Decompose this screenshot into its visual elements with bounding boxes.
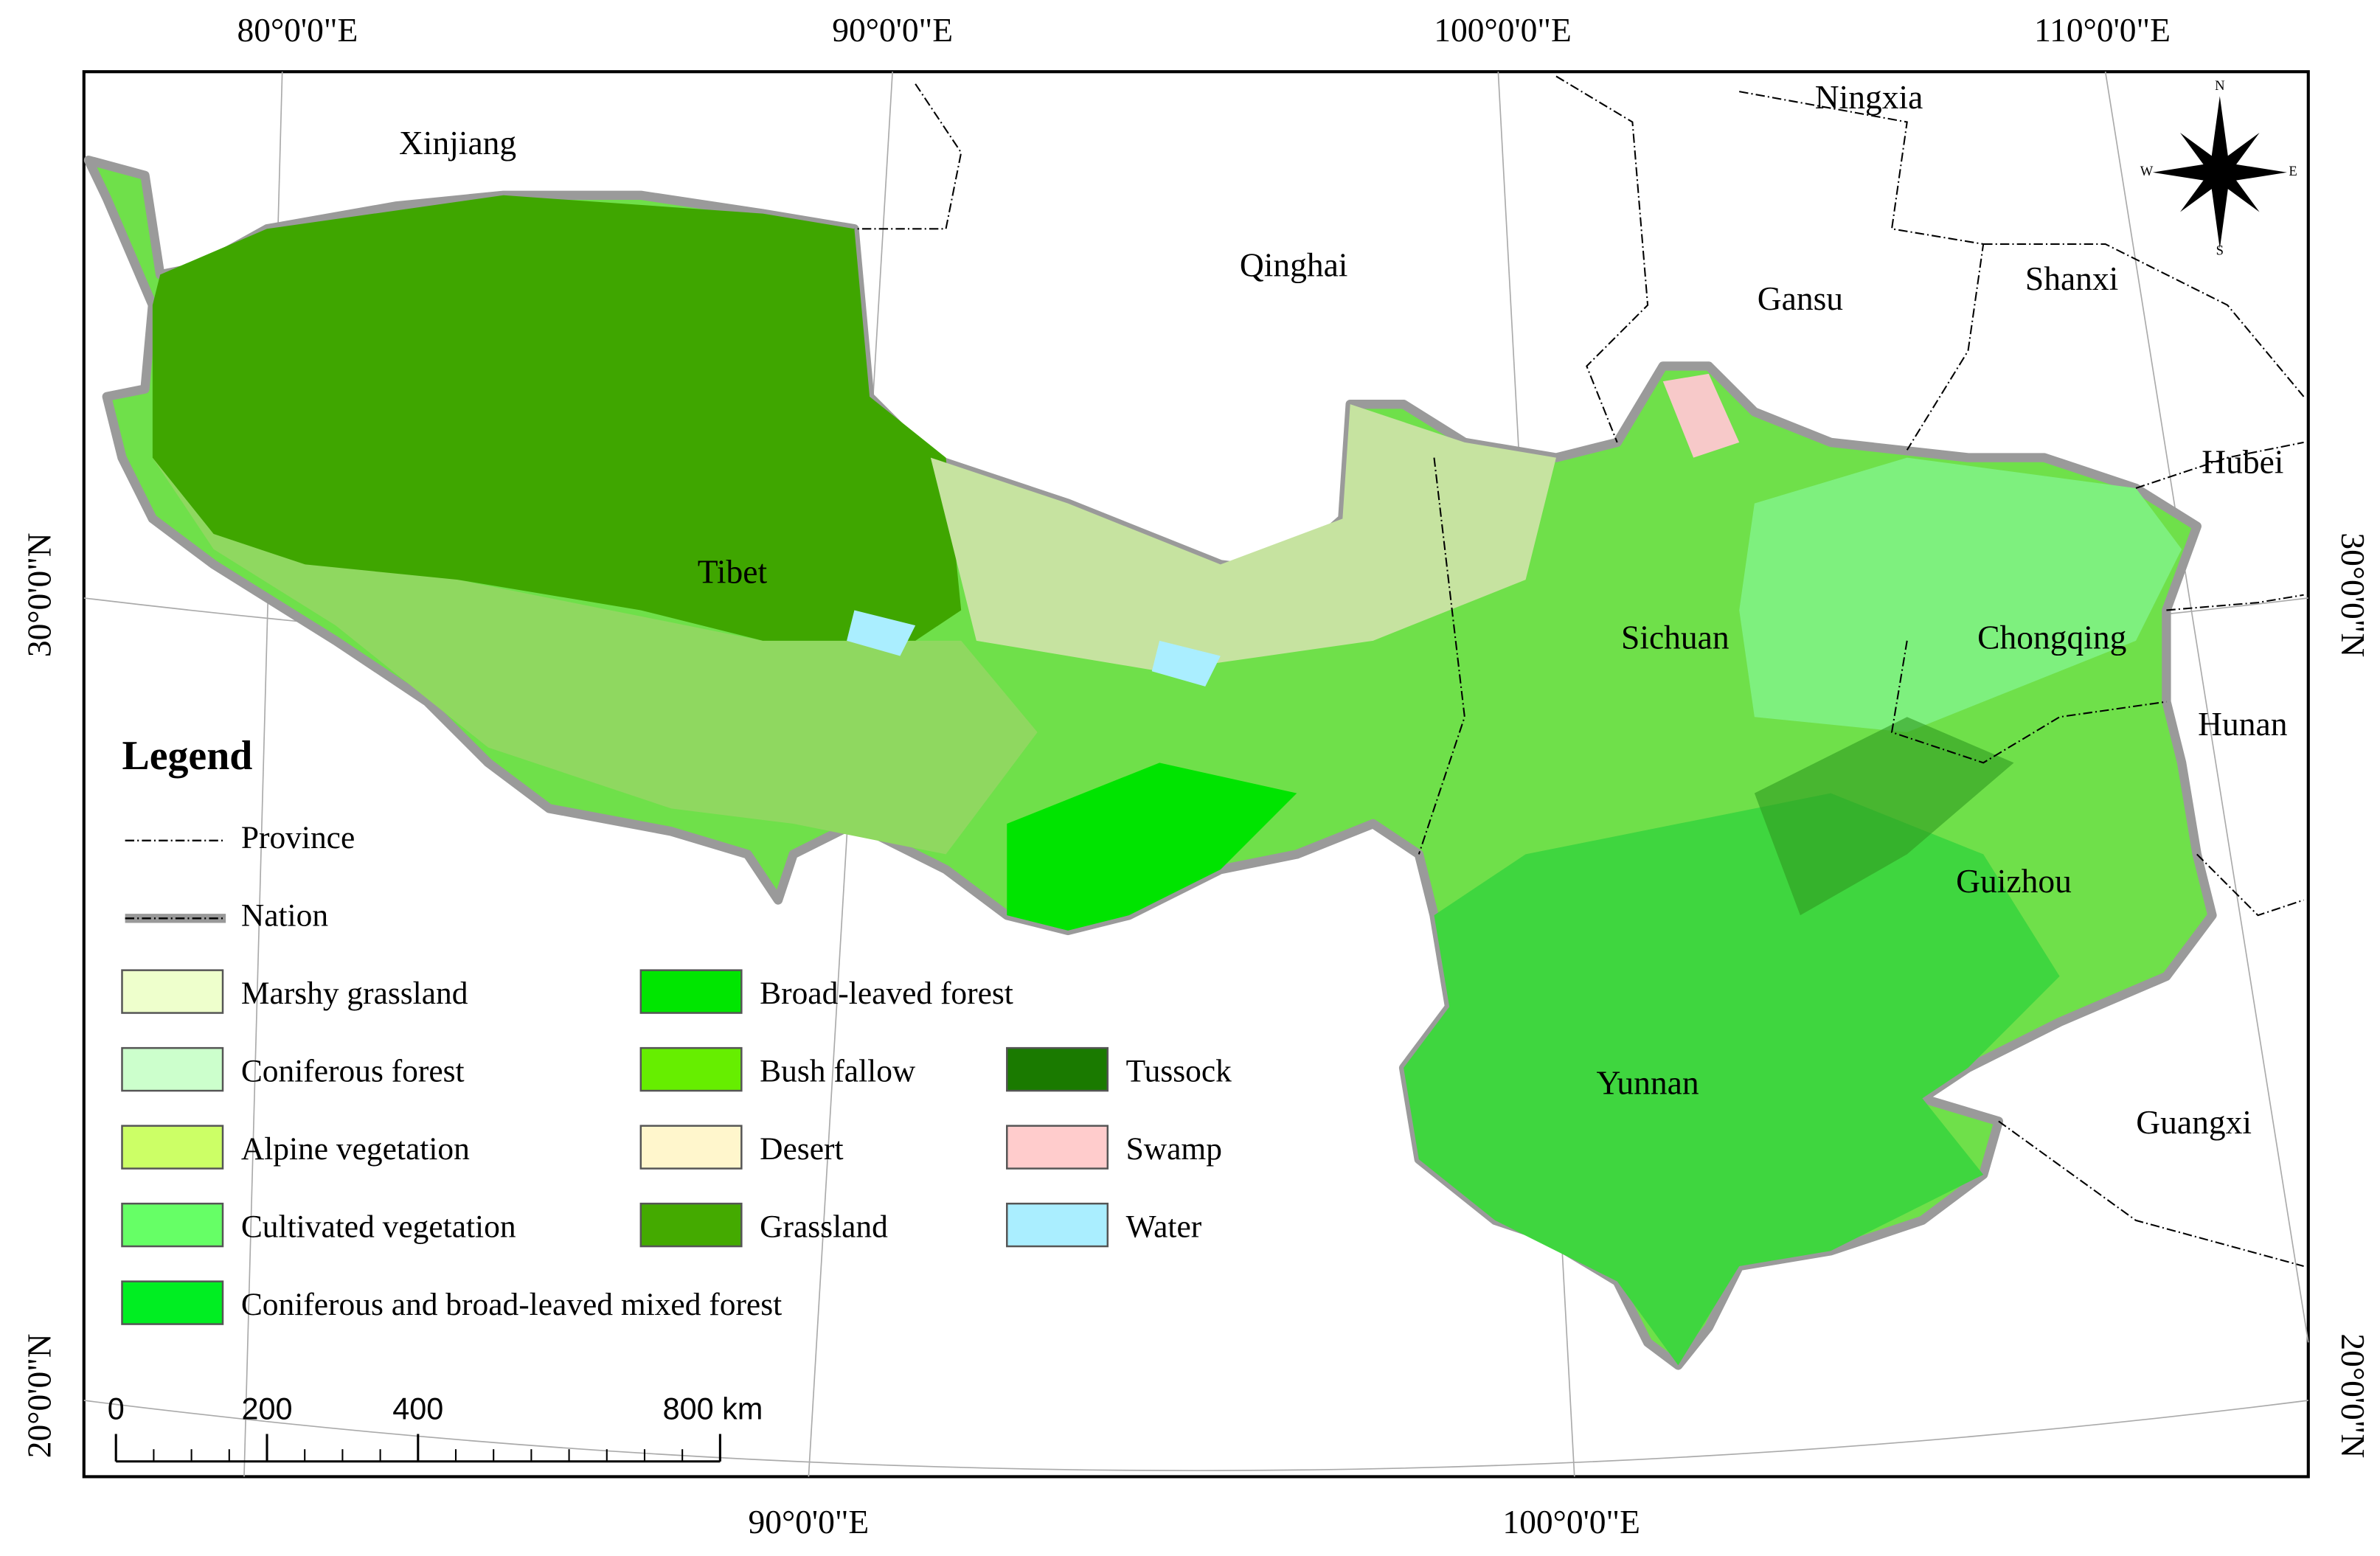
latitude-label: 30°0'0"N [20, 532, 58, 657]
longitude-label: 110°0'0"E [2034, 11, 2171, 49]
region-forest [1007, 763, 1297, 931]
legend-label: Alpine vegetation [241, 1131, 470, 1167]
legend-swatch [121, 1280, 224, 1325]
region-yunnan [1404, 793, 2060, 1366]
legend-label: Coniferous and broad-leaved mixed forest [241, 1287, 782, 1322]
legend-title: Legend [122, 733, 252, 779]
legend-swatch [639, 1125, 743, 1170]
scale-label: 800 km [663, 1392, 763, 1425]
region-tussock [1754, 717, 2014, 916]
legend-label: Broad-leaved forest [760, 976, 1013, 1011]
legend-label: Coniferous forest [241, 1053, 465, 1088]
longitude-label: 80°0'0"E [237, 11, 358, 49]
legend-label: Swamp [1126, 1131, 1222, 1167]
scale-label: 400 [392, 1392, 443, 1425]
legend-label: Marshy grassland [241, 976, 468, 1011]
province-label: Gansu [1758, 279, 1843, 317]
province-boundaries [854, 75, 2305, 1267]
region-water [847, 610, 1221, 687]
region-grassland [930, 404, 1556, 672]
longitude-label: 90°0'0"E [748, 1503, 869, 1541]
compass-letter: N [2215, 78, 2225, 94]
longitude-label: 90°0'0"E [832, 11, 953, 49]
longitude-label: 100°0'0"E [1502, 1503, 1640, 1541]
compass-rose [2180, 132, 2260, 212]
province-label: Tibet [698, 552, 768, 590]
legend-swatch [639, 1046, 743, 1092]
province-label: Sichuan [1621, 618, 1730, 656]
province-label: Chongqing [1977, 618, 2126, 656]
scale-label: 200 [241, 1392, 292, 1425]
legend-swatch [121, 969, 224, 1014]
legend-label: Cultivated vegetation [241, 1209, 516, 1244]
legend-swatch [1006, 1202, 1109, 1248]
latitude-label: 20°0'0"N [20, 1333, 58, 1458]
compass-letter: W [2140, 164, 2154, 179]
compass-letter: E [2289, 164, 2297, 179]
province-label: Guizhou [1956, 862, 2072, 900]
legend-swatch [1006, 1046, 1109, 1092]
legend-label: Water [1126, 1209, 1202, 1244]
legend-swatch [121, 1202, 224, 1248]
province-label: Xinjiang [399, 124, 516, 161]
compass-letter: S [2216, 243, 2224, 259]
province-label: Hubei [2202, 442, 2283, 480]
legend-swatch [121, 1046, 224, 1092]
legend-label: Tussock [1126, 1053, 1232, 1088]
legend-swatch [639, 969, 743, 1014]
province-label: Qinghai [1240, 246, 1348, 284]
region-basin [1739, 457, 2182, 732]
province-label: Shanxi [2025, 260, 2118, 297]
legend-label: Grassland [760, 1209, 888, 1244]
legend-label: Desert [760, 1131, 843, 1167]
province-label: Hunan [2198, 705, 2288, 743]
legend-label: Nation [241, 897, 329, 933]
latitude-label: 30°0'0"N [2334, 532, 2372, 657]
legend-label: Bush fallow [760, 1053, 916, 1088]
legend-swatch [121, 1125, 224, 1170]
legend-swatch [1006, 1125, 1109, 1170]
legend-swatch [639, 1202, 743, 1248]
longitude-label: 100°0'0"E [1434, 11, 1572, 49]
region-north-tibet [152, 195, 962, 641]
vegetation [83, 156, 2217, 1370]
province-label: Ningxia [1815, 78, 1923, 116]
province-label: Yunnan [1597, 1063, 1699, 1101]
scale-label: 0 [108, 1392, 125, 1425]
legend-label: Province [241, 820, 355, 855]
region-swamp [1662, 373, 1740, 458]
labels: 80°0'0"E 90°0'0"E 100°0'0"E 110°0'0"E 90°0'0… [20, 11, 2372, 1541]
province-label: Guangxi [2136, 1103, 2252, 1141]
latitude-label: 20°0'0"N [2334, 1333, 2372, 1458]
